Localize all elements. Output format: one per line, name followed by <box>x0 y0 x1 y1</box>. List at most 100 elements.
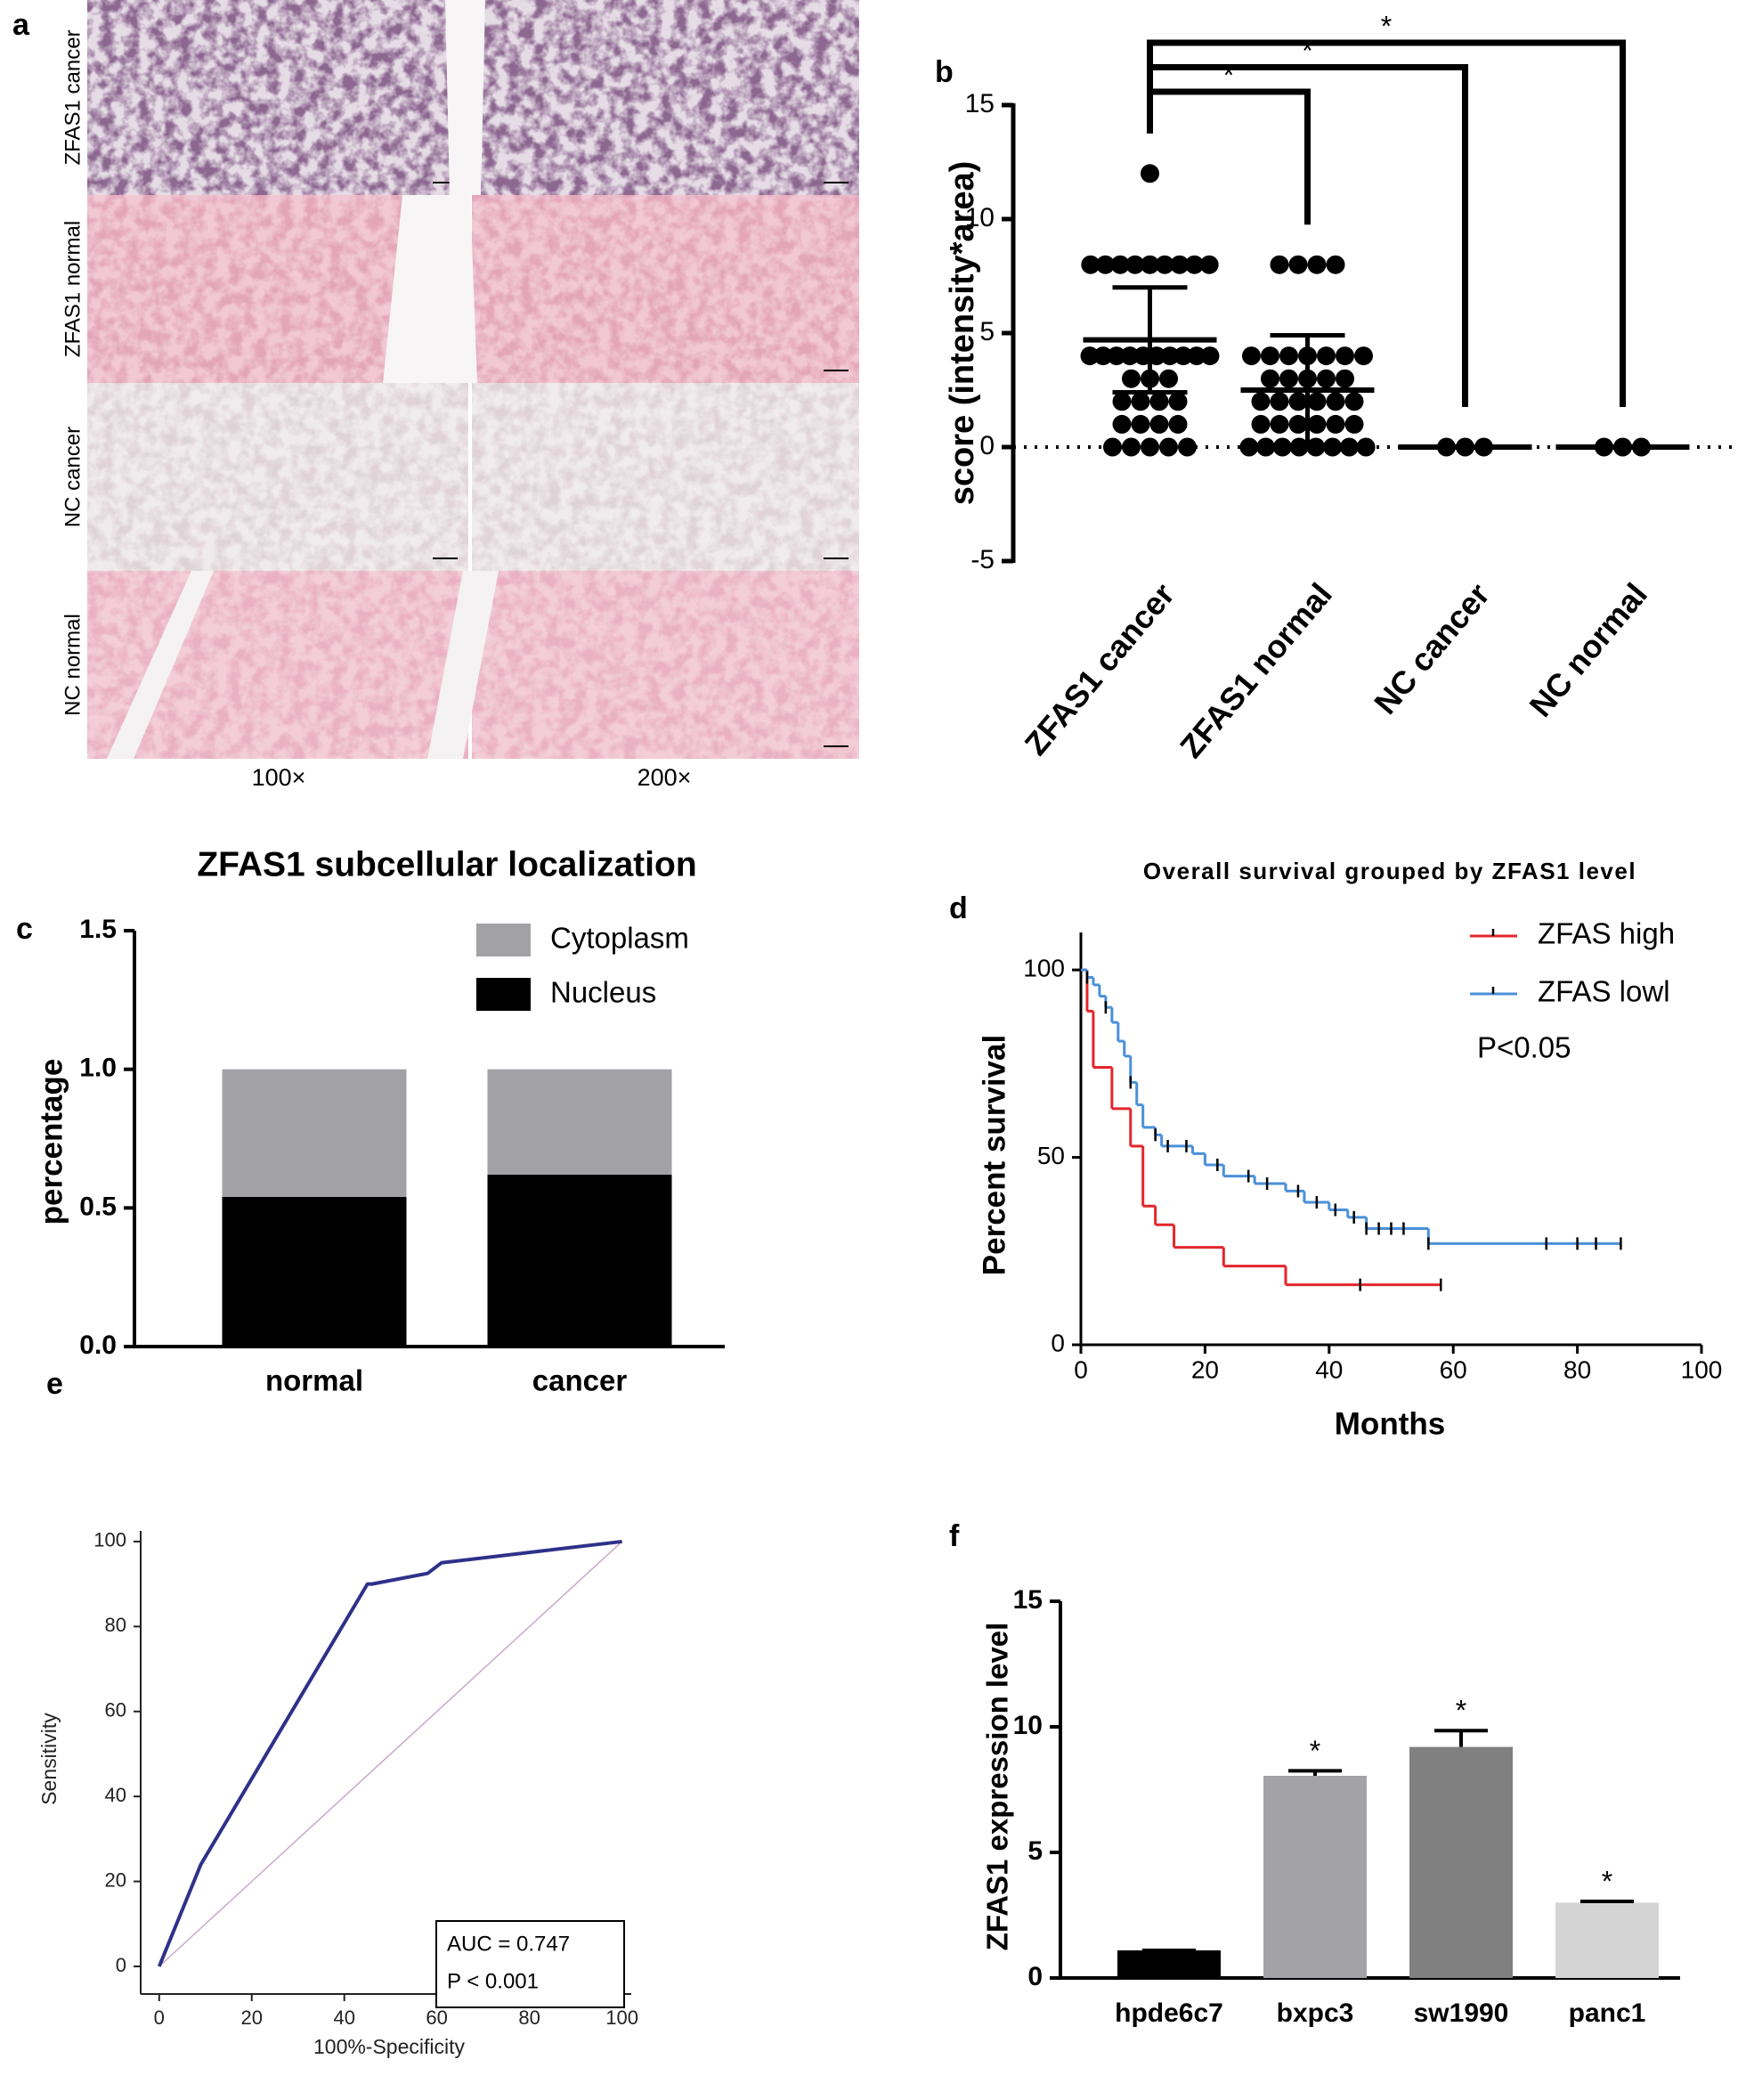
data-point <box>1168 414 1188 434</box>
y-tick-label: 10 <box>965 203 995 232</box>
y-tick-label: 15 <box>1013 1585 1043 1615</box>
data-point <box>1149 414 1169 434</box>
data-point <box>1288 392 1308 411</box>
column-label: 200× <box>637 764 692 791</box>
data-point <box>1344 414 1364 434</box>
y-tick-label: 100 <box>1023 954 1065 981</box>
data-point <box>1256 437 1276 457</box>
data-point <box>1251 392 1271 411</box>
x-tick-label: bxpc3 <box>1277 1998 1354 2028</box>
data-point <box>1307 392 1327 411</box>
y-tick-label: 0 <box>116 1954 126 1976</box>
x-tick-label: 60 <box>426 2006 447 2029</box>
x-tick-label: 80 <box>1563 1355 1591 1383</box>
data-point <box>1279 346 1298 366</box>
data-point <box>1239 437 1259 457</box>
legend-label: Cytoplasm <box>550 922 689 955</box>
data-point <box>1159 369 1178 388</box>
significance-label: * <box>1456 1695 1466 1727</box>
y-tick-label: 1.0 <box>79 1054 117 1083</box>
y-tick-label: 40 <box>105 1784 126 1806</box>
x-tick-label: 0 <box>154 2006 165 2029</box>
data-point <box>1306 437 1326 457</box>
data-point <box>1354 346 1373 366</box>
y-tick-label: 15 <box>965 89 995 118</box>
x-tick-label: 60 <box>1440 1355 1467 1383</box>
significance-label: * <box>1302 35 1312 67</box>
roc-curve <box>157 1539 622 1967</box>
data-point <box>1141 164 1159 183</box>
data-point <box>1288 255 1308 274</box>
data-point <box>1270 414 1289 434</box>
data-point <box>1093 346 1113 366</box>
y-axis-label: ZFAS1 expression level <box>981 1623 1014 1951</box>
x-tick-label: sw1990 <box>1414 1998 1509 2028</box>
data-point <box>1110 255 1130 274</box>
data-point <box>1339 437 1359 457</box>
data-point <box>1131 392 1150 411</box>
row-label: NC normal <box>61 614 85 716</box>
annotation-box <box>435 1920 625 2008</box>
y-tick-label: 50 <box>1037 1142 1065 1169</box>
data-point <box>1261 369 1279 388</box>
data-point <box>1326 255 1345 274</box>
data-point <box>1272 437 1292 457</box>
bar-segment <box>487 1174 672 1347</box>
x-tick-label: 80 <box>518 2006 540 2029</box>
tissue-gap <box>107 571 214 759</box>
y-axis-label: Percent survival <box>977 1035 1011 1275</box>
x-tick-label: 100 <box>1681 1355 1723 1383</box>
y-tick-label: 100 <box>93 1529 126 1551</box>
bar-segment <box>222 1196 407 1347</box>
annotation: AUC = 0.747 <box>447 1932 570 1956</box>
data-point <box>1356 437 1376 457</box>
data-point <box>1336 346 1354 366</box>
y-tick-label: 10 <box>1013 1711 1043 1740</box>
data-point <box>1344 392 1364 411</box>
legend-label: Nucleus <box>550 976 656 1009</box>
data-point <box>1199 255 1219 274</box>
y-tick-label: 0 <box>1027 1962 1043 1991</box>
data-point <box>1170 255 1190 274</box>
legend-label: ZFAS lowl <box>1538 975 1670 1008</box>
data-point <box>1141 437 1159 457</box>
bar-segment <box>222 1069 407 1197</box>
x-tick-label: 0 <box>1074 1355 1088 1383</box>
y-tick-label: 20 <box>105 1868 126 1891</box>
data-point <box>1141 255 1159 274</box>
data-point <box>1326 414 1345 434</box>
tissue-gap <box>445 0 485 195</box>
data-point <box>1168 392 1188 411</box>
x-tick-label: 20 <box>1191 1355 1219 1383</box>
tissue-gap <box>383 195 477 383</box>
tissue-gap <box>427 571 499 759</box>
data-point <box>1120 346 1140 366</box>
data-point <box>1080 346 1100 366</box>
y-tick-label: 0.5 <box>79 1192 117 1221</box>
bar <box>1263 1775 1367 1978</box>
significance-bracket <box>1147 39 1626 407</box>
data-point <box>1103 437 1122 457</box>
y-tick-label: 0 <box>979 431 995 460</box>
x-tick-label: normal <box>265 1364 363 1397</box>
data-point <box>1200 346 1220 366</box>
significance-label: * <box>1223 59 1234 91</box>
x-tick-label: cancer <box>532 1364 628 1397</box>
y-tick-label: 80 <box>105 1614 126 1636</box>
data-point <box>1288 414 1308 434</box>
x-tick-label: 40 <box>333 2006 354 2029</box>
tissue-texture <box>472 195 859 383</box>
data-point <box>1307 414 1327 434</box>
annotation: P<0.05 <box>1477 1031 1571 1064</box>
x-axis-label: 100%-Specificity <box>313 2035 466 2058</box>
data-point <box>1178 437 1197 457</box>
data-point <box>1155 255 1174 274</box>
data-point <box>1317 369 1336 388</box>
data-point <box>1096 255 1115 274</box>
data-point <box>1270 392 1289 411</box>
data-point <box>1323 437 1343 457</box>
tissue-texture <box>472 0 859 195</box>
x-tick-label: 40 <box>1315 1355 1343 1383</box>
